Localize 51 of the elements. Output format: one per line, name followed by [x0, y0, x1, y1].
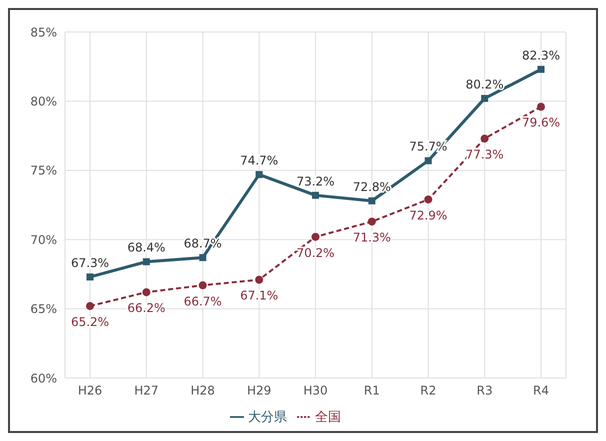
x-tick-label: R1	[364, 384, 380, 398]
data-label: 66.2%	[127, 301, 166, 316]
point	[480, 134, 489, 143]
data-label: 66.7%	[184, 294, 222, 308]
x-tick-label: H26	[78, 384, 102, 398]
point	[537, 102, 545, 111]
data-label: 74.7%	[240, 154, 278, 168]
point	[255, 276, 264, 284]
y-tick-label: 85%	[30, 25, 57, 40]
data-label: 68.4%	[127, 240, 166, 255]
x-tick-label: H30	[303, 384, 328, 398]
data-label: 71.3%	[352, 230, 391, 245]
point	[538, 66, 544, 73]
point	[368, 197, 376, 204]
point	[198, 281, 207, 290]
data-label: 82.3%	[522, 48, 560, 62]
point	[86, 302, 94, 310]
x-tick-label: R2	[420, 384, 436, 398]
data-label: 80.2%	[466, 77, 504, 92]
x-tick-label: H28	[190, 384, 215, 398]
data-label: 72.9%	[409, 208, 448, 222]
data-label: 79.6%	[522, 116, 560, 130]
point	[368, 218, 376, 226]
point	[481, 94, 488, 102]
point	[142, 258, 150, 266]
y-tick-label: 70%	[30, 232, 57, 247]
point	[312, 232, 320, 241]
x-tick-label: R3	[476, 384, 493, 398]
x-tick-label: H27	[134, 384, 159, 398]
point	[424, 157, 432, 164]
y-tick-label: 65%	[30, 302, 57, 316]
y-tick-label: 60%	[30, 371, 57, 386]
point	[256, 171, 263, 178]
point	[424, 195, 432, 204]
data-label: 77.3%	[466, 148, 504, 162]
data-label: 67.3%	[70, 256, 110, 270]
point	[199, 254, 206, 262]
y-tick-label: 75%	[30, 164, 57, 178]
data-label: 65.2%	[70, 315, 110, 330]
point	[86, 273, 94, 280]
x-tick-label: H29	[246, 384, 272, 398]
legend-label: 大分県	[248, 410, 287, 425]
point	[142, 288, 150, 296]
x-tick-label: R4	[533, 384, 549, 398]
data-label: 70.2%	[296, 246, 335, 260]
legend-label: 全国	[315, 410, 341, 425]
y-tick-label: 80%	[30, 94, 57, 108]
data-label: 67.1%	[240, 288, 278, 303]
data-label: 73.2%	[296, 174, 335, 188]
data-label: 72.8%	[352, 180, 391, 194]
point	[312, 192, 319, 199]
